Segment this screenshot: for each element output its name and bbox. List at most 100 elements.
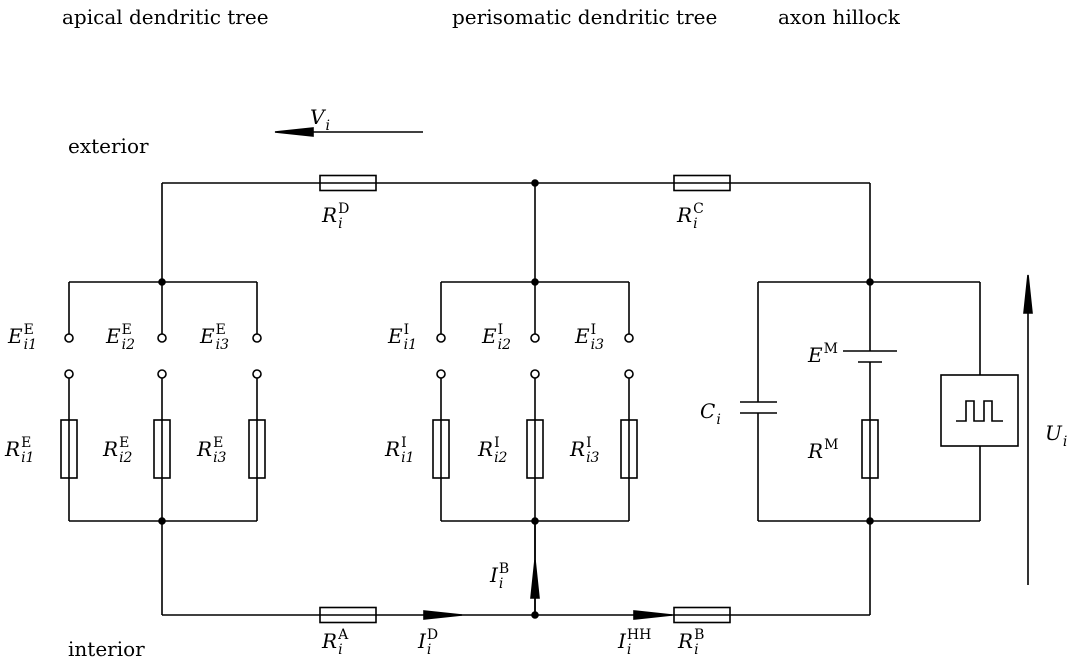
label-superscript: A <box>337 627 349 643</box>
label-superscript: M <box>824 437 838 453</box>
label-superscript: M <box>824 341 838 357</box>
label-base: R <box>477 437 493 461</box>
label-base: E <box>387 324 403 348</box>
switch-contact <box>436 333 446 343</box>
label-superscript: E <box>213 435 223 451</box>
label-subscript: i <box>499 576 503 592</box>
label-base: R <box>384 437 400 461</box>
label-base: R <box>321 203 337 227</box>
resistor <box>153 419 171 479</box>
label-superscript: I <box>498 322 504 338</box>
label-base: C <box>700 399 715 423</box>
label-subscript: i2 <box>119 450 132 466</box>
label-subscript: i1 <box>401 450 414 466</box>
label-base: R <box>677 629 693 653</box>
label-superscript: I <box>404 322 410 338</box>
label-base: R <box>196 437 212 461</box>
label-base: V <box>310 105 327 129</box>
resistor <box>432 419 450 479</box>
region-label: interior <box>68 637 145 661</box>
resistor <box>673 606 731 624</box>
switch-contact <box>624 369 634 379</box>
label-subscript: i1 <box>24 337 37 353</box>
label-subscript: i <box>693 216 697 232</box>
label-superscript: E <box>119 435 129 451</box>
label-superscript: B <box>499 561 509 577</box>
label-superscript: E <box>216 322 226 338</box>
label-subscript: i <box>694 642 698 658</box>
resistor <box>861 419 879 479</box>
switch-contact <box>64 369 74 379</box>
switch-contact <box>157 369 167 379</box>
pulse-generator <box>940 374 1019 447</box>
label-subscript: i <box>338 642 342 658</box>
pulse-symbol <box>956 400 1003 422</box>
arrowhead <box>530 559 540 599</box>
label-superscript: I <box>494 435 500 451</box>
arrowhead <box>423 610 463 620</box>
label-subscript: i2 <box>494 450 507 466</box>
label-base: I <box>617 629 627 653</box>
label-base: E <box>807 343 823 367</box>
header: axon hillock <box>778 5 901 29</box>
resistor <box>620 419 638 479</box>
label-subscript: i3 <box>213 450 226 466</box>
resistor <box>248 419 266 479</box>
header: apical dendritic tree <box>62 5 269 29</box>
label-subscript: i1 <box>21 450 34 466</box>
switch-contact <box>436 369 446 379</box>
label-base: E <box>105 324 121 348</box>
resistor <box>526 419 544 479</box>
header: perisomatic dendritic tree <box>452 5 717 29</box>
label-superscript: I <box>591 322 597 338</box>
label-base: I <box>417 629 427 653</box>
resistor <box>673 174 731 192</box>
label-superscript: E <box>122 322 132 338</box>
label-superscript: E <box>24 322 34 338</box>
label-base: I <box>489 563 499 587</box>
label-superscript: D <box>338 201 349 217</box>
label-superscript: I <box>586 435 592 451</box>
region-label: exterior <box>68 134 149 158</box>
label-subscript: i2 <box>498 337 511 353</box>
label-base: E <box>481 324 497 348</box>
label-subscript: i3 <box>591 337 604 353</box>
label-base: R <box>4 437 20 461</box>
switch-contact <box>624 333 634 343</box>
label-subscript: i <box>427 642 431 658</box>
label-subscript: i <box>716 412 720 428</box>
label-subscript: i <box>325 118 329 134</box>
label-superscript: B <box>694 627 704 643</box>
label-base: E <box>199 324 215 348</box>
label-base: R <box>102 437 118 461</box>
switch-contact <box>530 369 540 379</box>
label-superscript: C <box>693 201 704 217</box>
switch-contact <box>252 369 262 379</box>
label-base: U <box>1045 421 1063 445</box>
label-subscript: i2 <box>122 337 135 353</box>
label-base: R <box>321 629 337 653</box>
label-subscript: i1 <box>404 337 417 353</box>
label-subscript: i <box>627 642 631 658</box>
label-superscript: D <box>427 627 438 643</box>
label-subscript: i <box>1063 434 1067 450</box>
label-base: R <box>807 439 823 463</box>
label-base: R <box>569 437 585 461</box>
label-base: R <box>676 203 692 227</box>
label-base: E <box>574 324 590 348</box>
label-superscript: HH <box>627 627 651 643</box>
resistor <box>60 419 78 479</box>
label-superscript: E <box>21 435 31 451</box>
switch-contact <box>252 333 262 343</box>
arrowhead <box>633 610 673 620</box>
switch-contact <box>64 333 74 343</box>
switch-contact <box>530 333 540 343</box>
label-superscript: I <box>401 435 407 451</box>
label-subscript: i3 <box>216 337 229 353</box>
resistor <box>319 606 377 624</box>
switch-contact <box>157 333 167 343</box>
arrowhead <box>274 127 314 137</box>
label-base: E <box>7 324 23 348</box>
